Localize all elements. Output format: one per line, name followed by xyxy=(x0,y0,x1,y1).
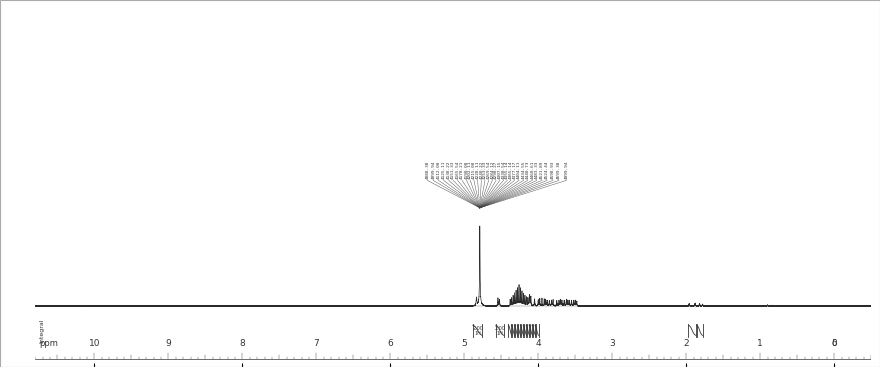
Text: ppm: ppm xyxy=(39,339,58,348)
Text: 1H: 1H xyxy=(474,331,481,335)
Text: δ: δ xyxy=(832,339,837,348)
Text: 4377.17: 4377.17 xyxy=(513,160,517,179)
Text: 3: 3 xyxy=(609,339,615,348)
Text: 10: 10 xyxy=(89,339,100,348)
Text: 4355.14: 4355.14 xyxy=(505,160,510,179)
Text: 8: 8 xyxy=(239,339,246,348)
Text: 4307.15: 4307.15 xyxy=(498,160,502,179)
Text: 4165.54: 4165.54 xyxy=(456,160,459,179)
Text: 4190.00: 4190.00 xyxy=(465,160,468,179)
Text: 6: 6 xyxy=(387,339,393,348)
Text: 1: 1 xyxy=(758,339,763,348)
Text: 4112.00: 4112.00 xyxy=(436,160,440,179)
Text: 4099.94: 4099.94 xyxy=(431,160,436,179)
Text: 0: 0 xyxy=(832,339,837,348)
Text: 4521.89: 4521.89 xyxy=(540,160,544,179)
Text: 4269.54: 4269.54 xyxy=(487,160,491,179)
Text: 4460.61: 4460.61 xyxy=(531,160,534,179)
Text: 4178.21: 4178.21 xyxy=(460,160,464,179)
Text: 5: 5 xyxy=(461,339,467,348)
Text: 1H: 1H xyxy=(496,331,503,335)
Text: 9: 9 xyxy=(165,339,172,348)
Text: 2.00: 2.00 xyxy=(473,326,483,331)
Text: 4228.11: 4228.11 xyxy=(475,160,480,179)
Text: 4365.14: 4365.14 xyxy=(509,160,513,179)
Text: 4125.11: 4125.11 xyxy=(442,160,445,179)
Text: 4138.22: 4138.22 xyxy=(447,160,451,179)
Text: 4151.33: 4151.33 xyxy=(451,160,455,179)
Text: 4240.22: 4240.22 xyxy=(480,160,483,179)
Text: 4440.73: 4440.73 xyxy=(526,160,530,179)
Text: 4330.54: 4330.54 xyxy=(502,160,505,179)
Text: 4253.33: 4253.33 xyxy=(483,160,487,179)
Text: 2.00: 2.00 xyxy=(495,326,505,331)
Text: 4088.38: 4088.38 xyxy=(425,160,429,179)
Text: 4215.00: 4215.00 xyxy=(472,160,476,179)
Text: 4699.38: 4699.38 xyxy=(557,160,561,179)
Text: 4434.55: 4434.55 xyxy=(522,160,525,179)
Text: Integral: Integral xyxy=(39,318,44,342)
Text: 4202.11: 4202.11 xyxy=(468,160,473,179)
Text: 4598.93: 4598.93 xyxy=(551,160,555,179)
Text: 4483.33: 4483.33 xyxy=(535,160,539,179)
Text: 2: 2 xyxy=(684,339,689,348)
Text: 4524.44: 4524.44 xyxy=(545,160,549,179)
Text: 4: 4 xyxy=(535,339,541,348)
Text: 7: 7 xyxy=(313,339,319,348)
Text: 4298.27: 4298.27 xyxy=(494,160,498,179)
Text: 4284.12: 4284.12 xyxy=(490,160,495,179)
Text: 4404.11: 4404.11 xyxy=(517,160,521,179)
Text: 4999.94: 4999.94 xyxy=(564,160,568,179)
